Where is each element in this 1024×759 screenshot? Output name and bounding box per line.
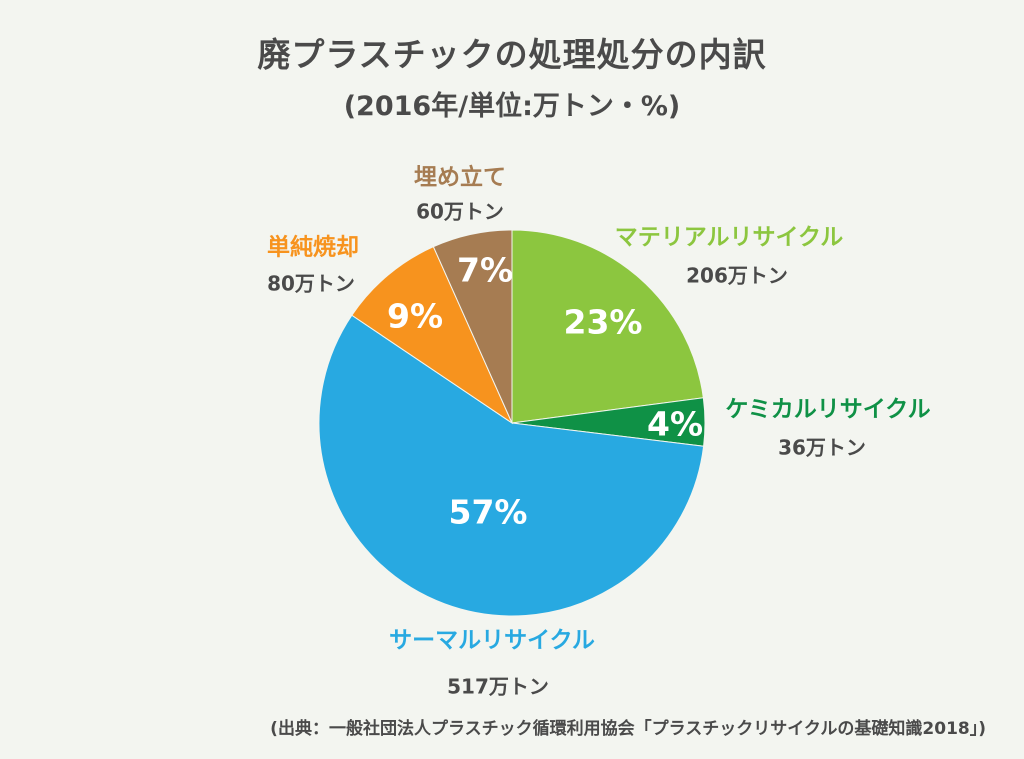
amount-label-material: 206万トン [686,264,788,288]
amount-label-thermal: 517万トン [447,675,549,699]
percent-label-material: 23% [564,303,643,342]
chart-subtitle: (2016年/単位:万トン・%) [343,91,681,122]
pie-labels: 23% マテリアルリサイクル 206万トン 4% ケミカルリサイクル 36万トン 57% サー… [267,164,931,699]
category-label-chemical: ケミカルリサイクル [725,397,930,423]
pie-slice-thermal [318,314,705,617]
percent-label-landfill: 7% [457,251,513,290]
percent-label-thermal: 57% [449,493,528,532]
pie-slice-material [511,229,704,424]
category-label-incineration: 単純焼却 [267,234,359,261]
pie-slice-incineration [351,246,514,425]
amount-label-landfill: 60万トン [416,200,504,224]
chart-title: 廃プラスチックの処理処分の内訳 [257,35,767,74]
amount-label-chemical: 36万トン [778,436,866,460]
amount-label-incineration: 80万トン [267,272,355,296]
category-label-thermal: サーマルリサイクル [389,628,595,654]
percent-label-incineration: 9% [387,297,443,336]
category-label-material: マテリアルリサイクル [615,225,844,251]
pie-slices [318,229,706,617]
pie-slice-landfill [432,229,513,424]
category-label-landfill: 埋め立て [414,164,506,191]
source-note: (出典：一般社団法人プラスチック循環利用協会「プラスチックリサイクルの基礎知識2… [270,719,986,739]
percent-label-chemical: 4% [647,405,703,444]
